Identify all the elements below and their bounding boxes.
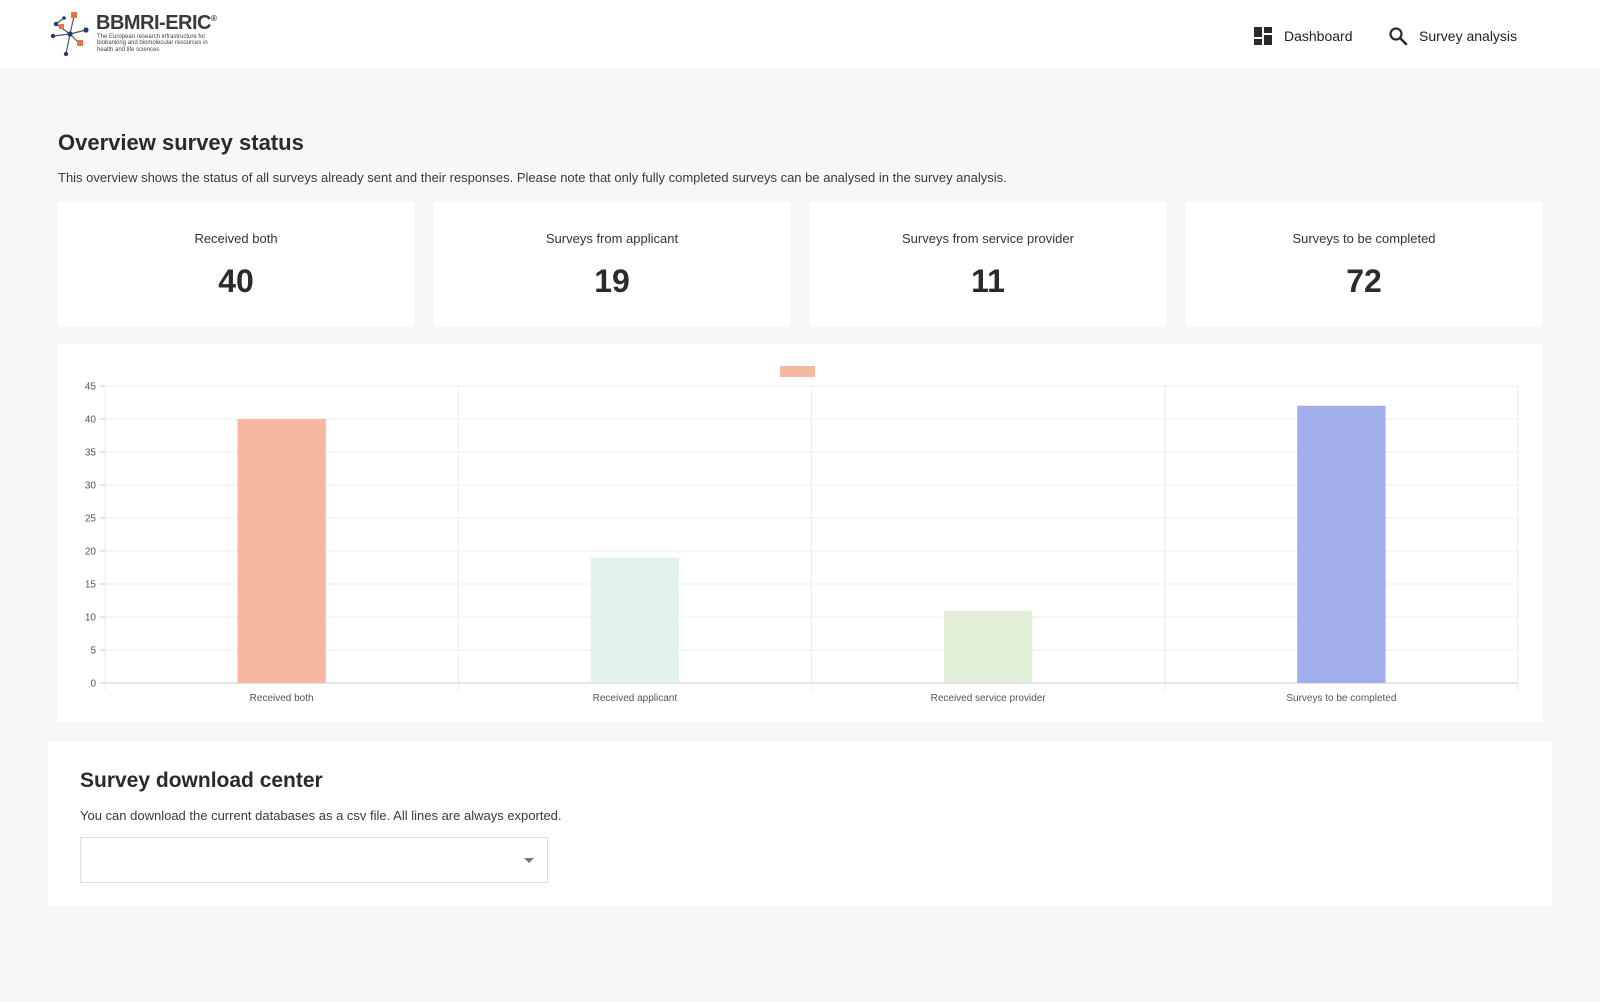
y-tick-label: 40: [85, 415, 97, 426]
y-tick-label: 15: [85, 580, 97, 591]
chart-bar: [590, 557, 680, 683]
nav-dashboard-label: Dashboard: [1284, 28, 1353, 44]
y-tick-label: 25: [85, 514, 97, 525]
y-tick-label: 35: [85, 448, 97, 459]
page-title: Overview survey status: [58, 130, 304, 155]
logo-wordmark: BBMRI-ERIC®: [96, 12, 217, 34]
stat-value: 11: [971, 263, 1005, 299]
logo-tagline: The European research infrastructure for…: [97, 34, 208, 53]
y-tick-label: 5: [90, 646, 96, 657]
stat-card-applicant: Surveys from applicant 19: [434, 202, 790, 327]
download-title: Survey download center: [80, 769, 323, 792]
stat-card-service-provider: Surveys from service provider 11: [810, 202, 1166, 327]
nav-survey-analysis[interactable]: Survey analysis: [1387, 24, 1517, 48]
stat-label: Surveys from applicant: [545, 231, 679, 246]
x-tick-label: Received both: [250, 693, 314, 704]
legend-swatch: [780, 366, 815, 377]
nav-dashboard[interactable]: Dashboard: [1252, 24, 1353, 48]
stat-label: Surveys to be completed: [1292, 231, 1436, 246]
x-tick-label: Surveys to be completed: [1286, 693, 1396, 704]
network-logo-icon: [50, 12, 89, 57]
bbmri-eric-logo[interactable]: BBMRI-ERIC® The European research infras…: [50, 10, 220, 58]
page-description: This overview shows the status of all su…: [58, 170, 1007, 185]
download-center-card: Survey download center You can download …: [48, 741, 1552, 906]
download-description: You can download the current databases a…: [80, 808, 562, 823]
y-tick-label: 20: [85, 547, 97, 558]
x-tick-label: Received service provider: [931, 693, 1047, 704]
chart-bar: [1297, 405, 1386, 683]
stat-card-to-be-completed: Surveys to be completed 72: [1186, 202, 1542, 327]
nav-survey-analysis-label: Survey analysis: [1419, 28, 1518, 44]
top-navbar: BBMRI-ERIC® The European research infras…: [0, 0, 1600, 68]
chevron-down-icon: [524, 858, 534, 863]
stat-label: Surveys from service provider: [902, 231, 1074, 246]
survey-status-chart-card: 0 5 10 15 20 25 30 35 40 45 Received both Received …: [58, 344, 1542, 722]
y-tick-label: 0: [90, 679, 96, 690]
stat-value: 40: [218, 263, 254, 299]
stat-card-received-both: Received both 40: [58, 202, 414, 327]
y-tick-label: 45: [85, 382, 97, 393]
search-icon: [1387, 25, 1409, 47]
dashboard-icon: [1252, 25, 1274, 47]
chart-bar: [943, 610, 1033, 683]
chart-bar: [237, 419, 326, 683]
stat-value: 72: [1346, 263, 1382, 299]
stat-value: 19: [594, 263, 630, 299]
y-tick-label: 10: [85, 613, 97, 624]
database-select[interactable]: [80, 837, 548, 883]
x-tick-label: Received applicant: [593, 693, 678, 704]
y-tick-label: 30: [85, 481, 97, 492]
survey-status-bar-chart: 0 5 10 15 20 25 30 35 40 45 Received both Received …: [85, 366, 1519, 704]
stat-label: Received both: [194, 231, 278, 246]
